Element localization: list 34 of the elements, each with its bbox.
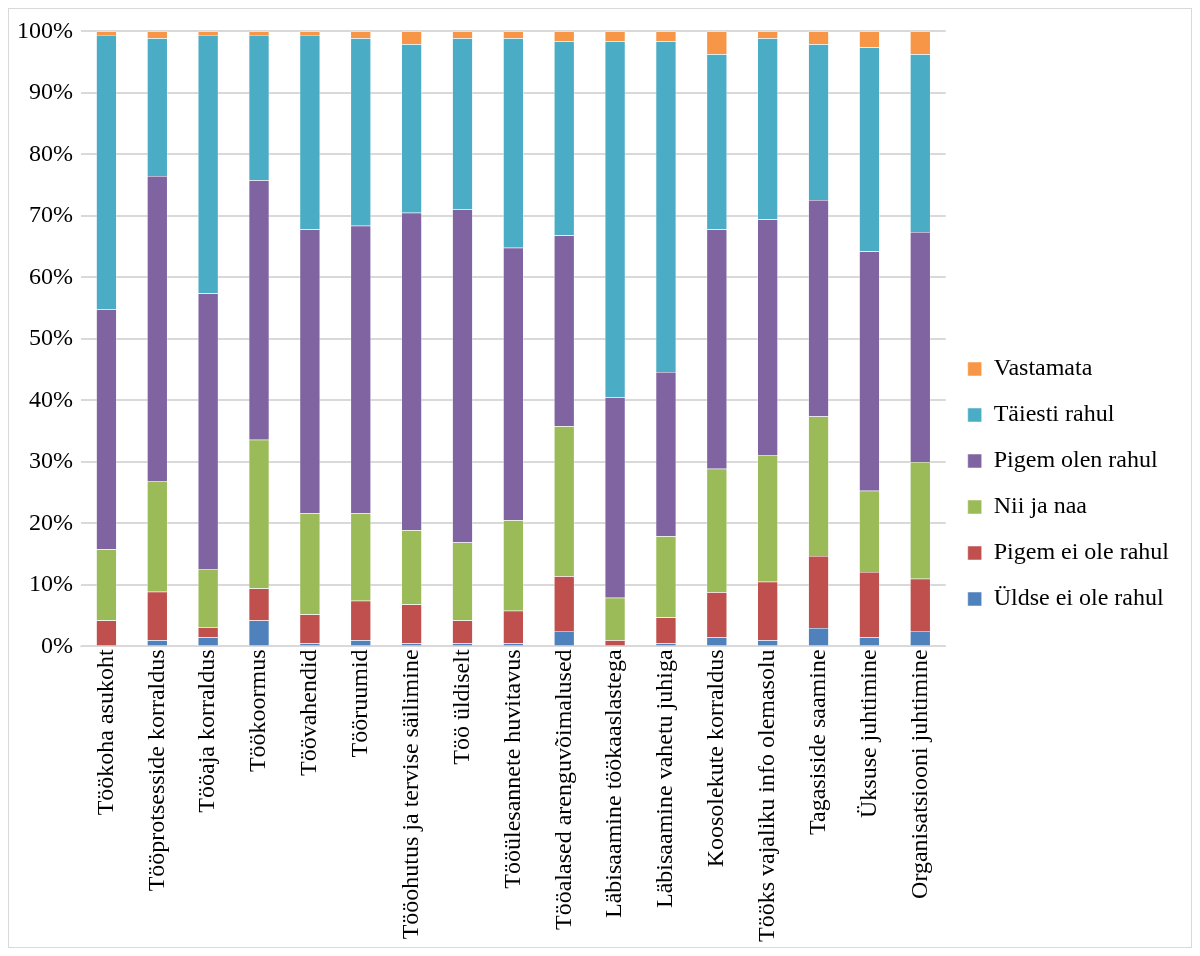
x-tick-label: Tööohutus ja tervise säilimine (396, 649, 423, 940)
x-tick-label: Töö üldiselt (447, 649, 474, 765)
y-tick-label: 0% (40, 631, 73, 658)
x-tick-label: Läbisaamine töökaaslastega (600, 649, 627, 918)
x-tick-label: Läbisaamine vahetu juhiga (651, 649, 678, 908)
y-tick-label: 20% (28, 508, 73, 535)
y-tick-label: 30% (28, 447, 73, 474)
x-tick-label: Tööaja korraldus (193, 649, 220, 813)
legend-label: Üldse ei ole rahul (993, 584, 1164, 611)
x-tick-label: Tööruumid (346, 649, 373, 758)
x-tick-label: Üksuse juhtimine (854, 649, 881, 819)
legend-label: Pigem ei ole rahul (993, 538, 1170, 565)
legend-label: Pigem olen rahul (993, 446, 1159, 473)
x-tick-label: Organisatsiooni juhtimine (905, 649, 932, 899)
y-tick-label: 40% (28, 385, 73, 412)
legend-label: Täiesti rahul (993, 400, 1115, 427)
legend-label: Nii ja naa (993, 492, 1088, 519)
x-tick-label: Tööalased arenguvõimalused (549, 649, 576, 930)
y-tick-label: 60% (28, 262, 73, 289)
x-tick-label: Tööülesannete huvitavus (498, 649, 525, 889)
x-tick-label: Tööks vajaliku info olemasolu (752, 649, 779, 943)
legend-label: Vastamata (993, 354, 1093, 381)
x-tick-label: Töökoormus (244, 649, 271, 773)
y-tick-label: 90% (28, 78, 73, 105)
y-tick-label: 70% (28, 201, 73, 228)
x-tick-label: Tööprotsesside korraldus (142, 649, 169, 892)
y-tick-label: 100% (16, 16, 73, 43)
x-tick-label: Töövahendid (295, 649, 322, 777)
x-tick-label: Tagasiside saamine (803, 649, 830, 835)
x-tick-label: Koosolekute korraldus (702, 649, 729, 868)
y-tick-label: 80% (28, 139, 73, 166)
x-tick-label: Töökoha asukoht (91, 649, 118, 816)
y-tick-label: 10% (28, 570, 73, 597)
y-tick-label: 50% (28, 324, 73, 351)
